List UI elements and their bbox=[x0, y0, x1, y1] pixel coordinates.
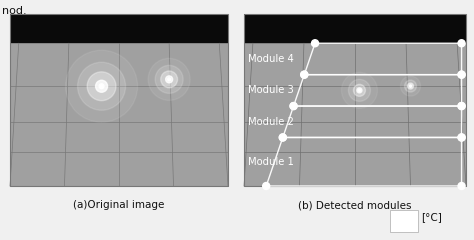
Circle shape bbox=[458, 182, 465, 190]
Bar bbox=[244, 14, 466, 186]
Circle shape bbox=[87, 72, 116, 101]
Text: (b) Detected modules: (b) Detected modules bbox=[298, 200, 412, 210]
Circle shape bbox=[290, 102, 297, 109]
Circle shape bbox=[148, 58, 190, 100]
Bar bbox=[244, 14, 466, 43]
Circle shape bbox=[161, 71, 178, 88]
Circle shape bbox=[168, 78, 171, 81]
Circle shape bbox=[165, 76, 173, 83]
Text: nod.: nod. bbox=[2, 6, 27, 16]
Circle shape bbox=[348, 79, 371, 101]
Circle shape bbox=[279, 134, 286, 141]
Circle shape bbox=[96, 80, 108, 92]
Circle shape bbox=[458, 40, 465, 47]
Circle shape bbox=[65, 50, 137, 122]
Circle shape bbox=[311, 40, 319, 47]
Circle shape bbox=[301, 71, 308, 78]
Circle shape bbox=[78, 62, 126, 110]
Circle shape bbox=[404, 80, 417, 92]
Circle shape bbox=[458, 102, 465, 109]
Circle shape bbox=[99, 84, 104, 89]
Circle shape bbox=[279, 134, 286, 141]
Circle shape bbox=[354, 84, 365, 96]
Text: Module 1: Module 1 bbox=[248, 157, 294, 167]
Circle shape bbox=[458, 134, 465, 141]
Text: Module 4: Module 4 bbox=[248, 54, 294, 64]
Bar bbox=[10, 14, 228, 186]
Circle shape bbox=[408, 83, 413, 89]
Bar bbox=[10, 43, 228, 186]
Circle shape bbox=[458, 71, 465, 78]
Text: (a)Original image: (a)Original image bbox=[73, 200, 164, 210]
Circle shape bbox=[290, 102, 297, 109]
Bar bbox=[390, 210, 418, 232]
Text: Module 3: Module 3 bbox=[248, 85, 294, 95]
Circle shape bbox=[301, 71, 308, 78]
Text: Module 2: Module 2 bbox=[248, 117, 294, 127]
Circle shape bbox=[458, 134, 465, 141]
Circle shape bbox=[410, 85, 412, 87]
Circle shape bbox=[357, 88, 362, 93]
Circle shape bbox=[263, 182, 270, 190]
Bar bbox=[10, 14, 228, 43]
Circle shape bbox=[155, 65, 183, 93]
Circle shape bbox=[341, 72, 377, 108]
Circle shape bbox=[458, 71, 465, 78]
Circle shape bbox=[358, 89, 360, 91]
Circle shape bbox=[458, 102, 465, 109]
Circle shape bbox=[401, 76, 420, 96]
Text: [°C]: [°C] bbox=[421, 212, 442, 222]
Bar bbox=[244, 43, 466, 186]
